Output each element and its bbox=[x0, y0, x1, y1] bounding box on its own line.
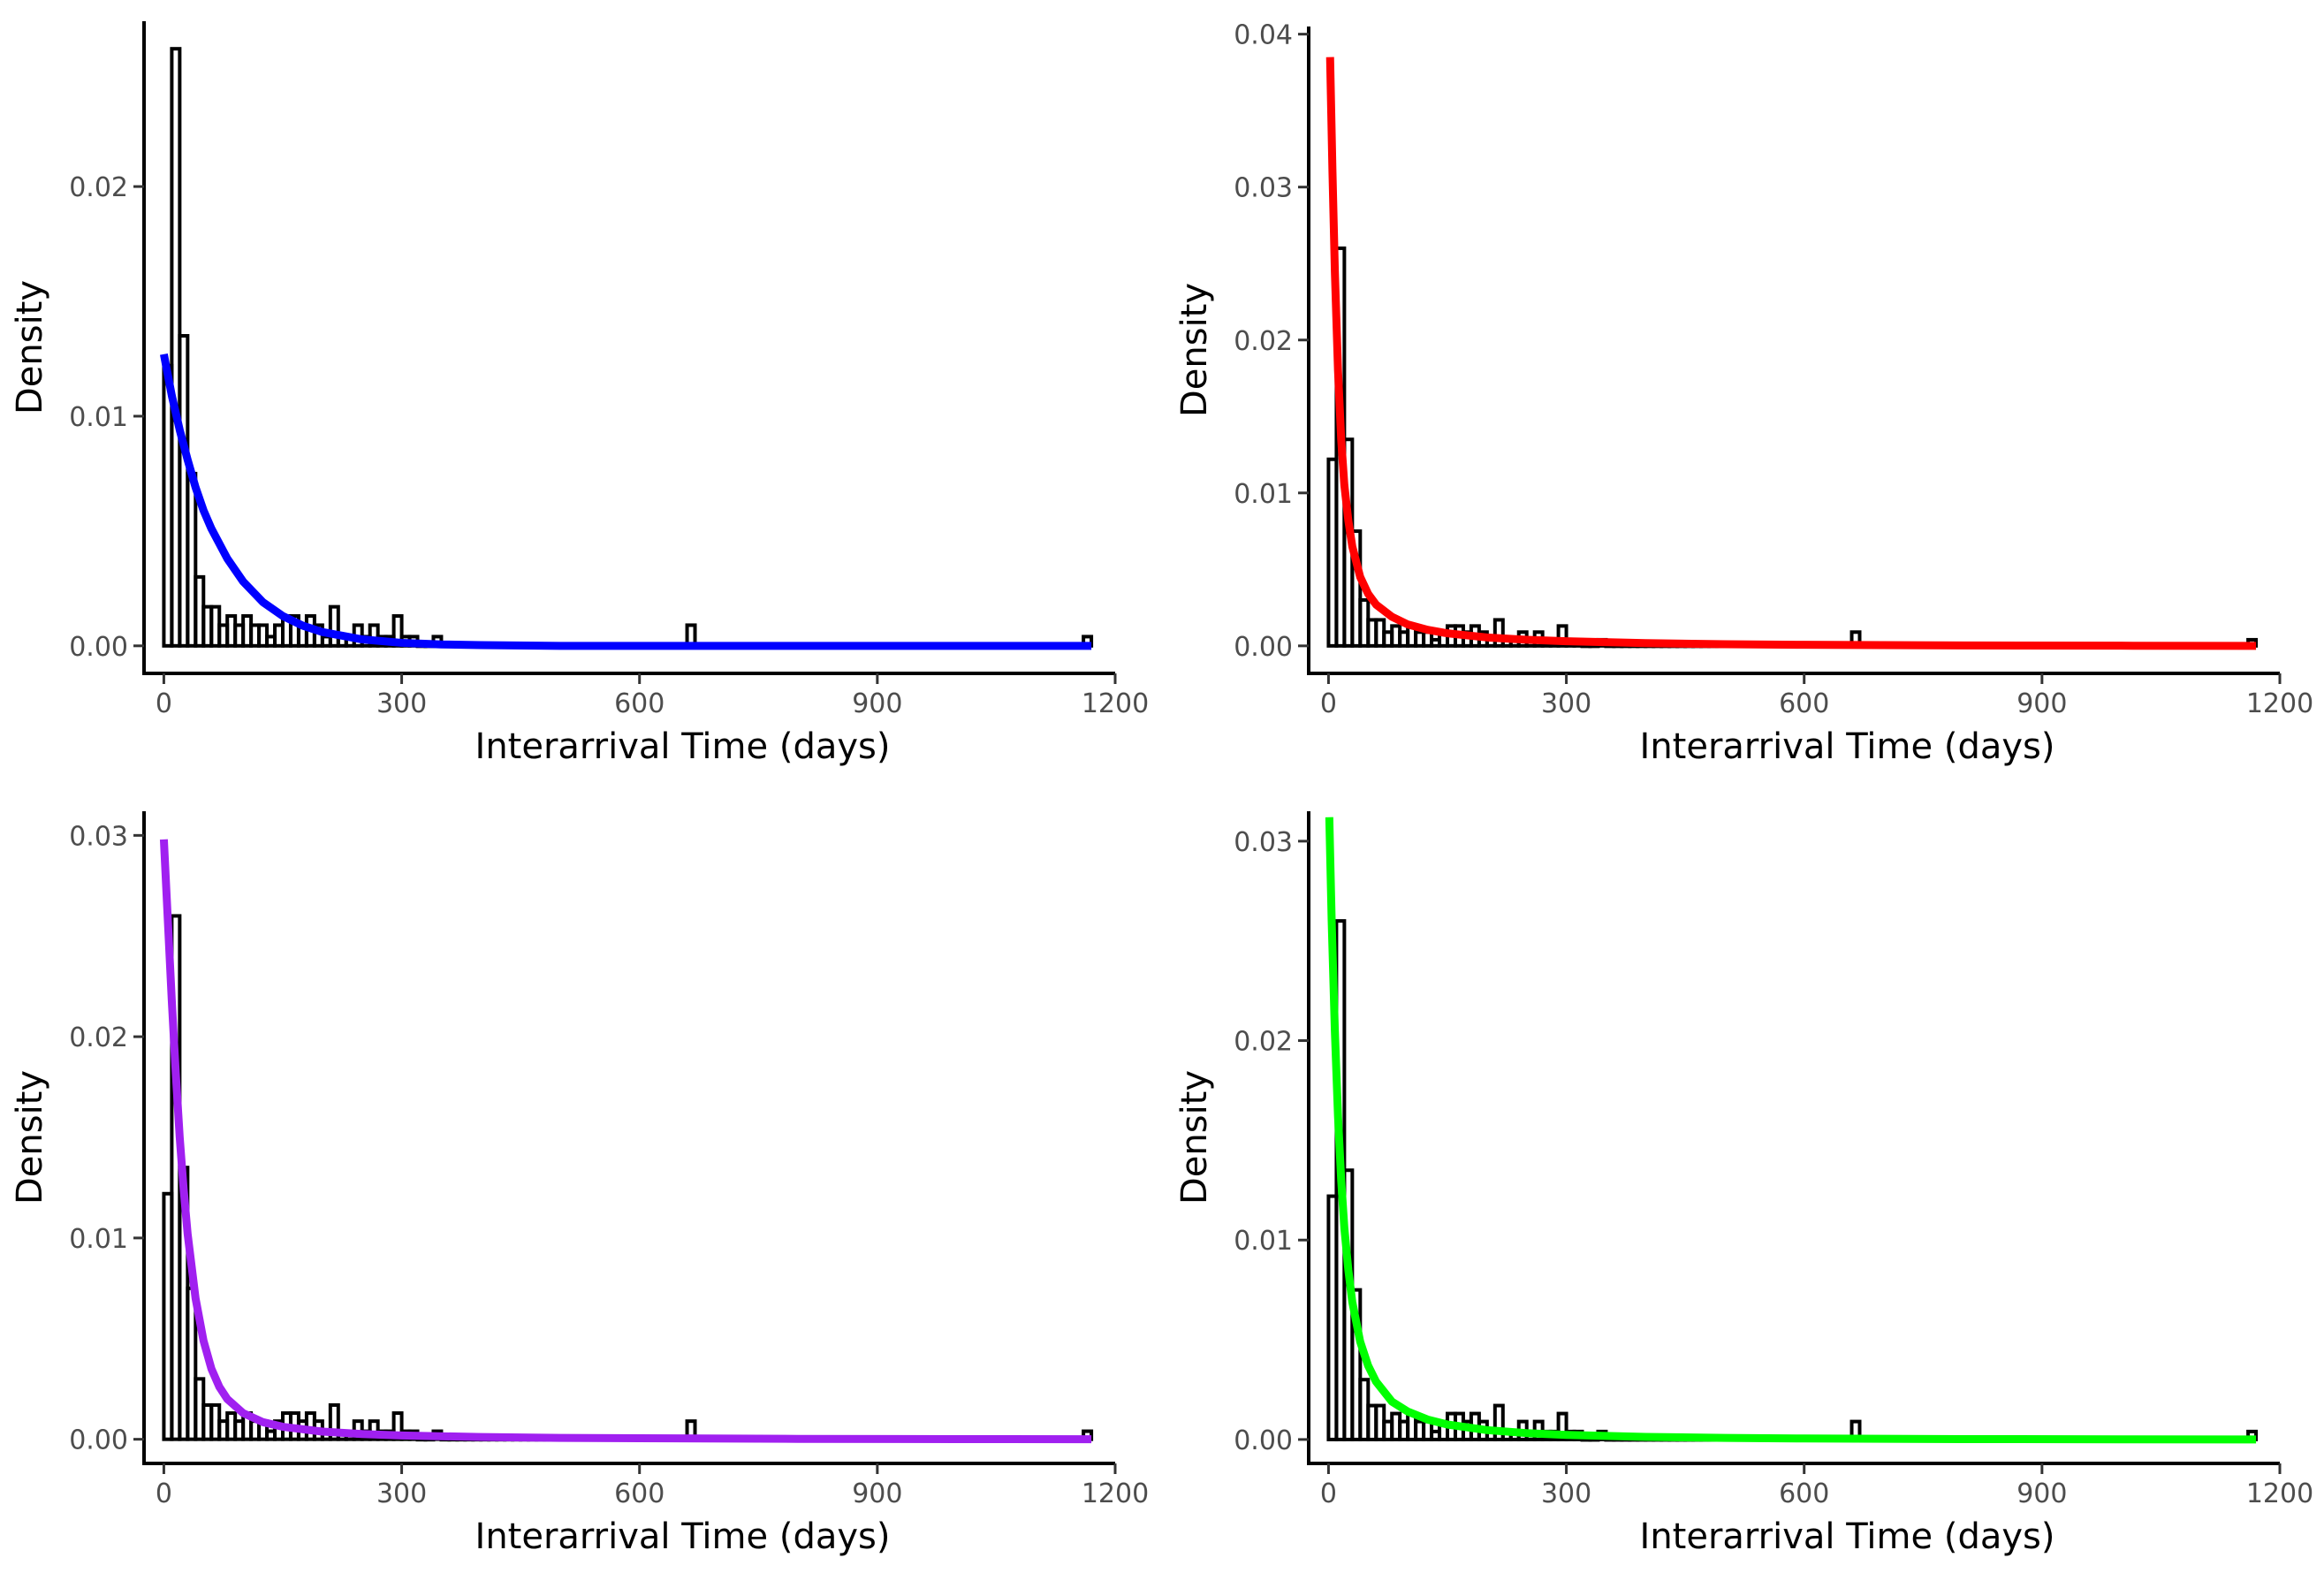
y-tick-label: 0.00 bbox=[1234, 1425, 1293, 1456]
x-tick-label: 600 bbox=[1779, 1478, 1829, 1509]
x-tick-label: 0 bbox=[156, 688, 172, 719]
panel-purple: 0.00 0.01 0.02 0.03 0 300 600 900 1200 Interarriv… bbox=[10, 811, 1149, 1557]
y-tick-label: 0.03 bbox=[1234, 827, 1293, 858]
x-tick-label: 300 bbox=[1541, 688, 1591, 719]
y-tick-label: 0.03 bbox=[69, 821, 128, 852]
y-tick-label: 0.00 bbox=[1234, 632, 1293, 663]
y-tick-label: 0.03 bbox=[1234, 173, 1293, 204]
x-tick-label: 1200 bbox=[2246, 1478, 2313, 1509]
x-tick-label: 1200 bbox=[1082, 688, 1149, 719]
histogram-bar bbox=[1492, 618, 1505, 648]
panel-red: 0.00 0.01 0.02 0.03 0.04 0 300 600 900 1200 Intera… bbox=[1174, 20, 2313, 767]
x-axis-title: Interarrival Time (days) bbox=[475, 726, 891, 767]
x-tick-label: 300 bbox=[1541, 1478, 1591, 1509]
y-tick-label: 0.01 bbox=[69, 402, 128, 433]
y-axis-title: Density bbox=[1174, 1070, 1215, 1204]
y-axis-title: Density bbox=[10, 1070, 50, 1204]
y-tick-label: 0.02 bbox=[1234, 1027, 1293, 1058]
y-axis-title: Density bbox=[1174, 283, 1215, 417]
panel-blue: 0.00 0.01 0.02 0 300 600 900 1200 Interarrival T… bbox=[10, 21, 1149, 767]
histogram-bar bbox=[328, 1402, 340, 1441]
x-tick-label: 600 bbox=[614, 688, 665, 719]
x-axis-title: Interarrival Time (days) bbox=[1640, 726, 2055, 767]
fitted-density-curve bbox=[1325, 57, 2257, 650]
histogram-bar bbox=[1556, 1411, 1568, 1441]
y-tick-label: 0.00 bbox=[69, 632, 128, 663]
x-tick-label: 0 bbox=[156, 1478, 172, 1509]
y-tick-label: 0.02 bbox=[1234, 326, 1293, 357]
histogram-bar bbox=[1556, 624, 1568, 648]
y-tick-label: 0.02 bbox=[69, 172, 128, 203]
x-tick-label: 300 bbox=[376, 1478, 427, 1509]
fitted-density-curve bbox=[159, 839, 1092, 1444]
fitted-density-curve bbox=[1325, 817, 2257, 1444]
x-tick-label: 1200 bbox=[1082, 1478, 1149, 1509]
x-axis-title: Interarrival Time (days) bbox=[475, 1516, 891, 1557]
histogram-bar bbox=[1350, 529, 1363, 648]
x-tick-label: 900 bbox=[2016, 688, 2067, 719]
histogram-bar bbox=[1350, 1288, 1363, 1441]
histogram-bar bbox=[328, 604, 340, 648]
y-axis-title: Density bbox=[10, 280, 50, 414]
y-tick-label: 0.04 bbox=[1234, 20, 1293, 51]
x-tick-label: 0 bbox=[1320, 688, 1337, 719]
histogram-bar bbox=[1492, 1403, 1505, 1441]
y-tick-label: 0.01 bbox=[69, 1224, 128, 1255]
x-tick-label: 1200 bbox=[2246, 688, 2313, 719]
y-tick-label: 0.01 bbox=[1234, 1226, 1293, 1257]
x-axis-title: Interarrival Time (days) bbox=[1640, 1516, 2055, 1557]
x-tick-label: 900 bbox=[852, 1478, 902, 1509]
y-tick-label: 0.00 bbox=[69, 1425, 128, 1456]
y-tick-label: 0.01 bbox=[1234, 479, 1293, 510]
x-tick-label: 900 bbox=[2016, 1478, 2067, 1509]
x-tick-label: 300 bbox=[376, 688, 427, 719]
x-tick-label: 0 bbox=[1320, 1478, 1337, 1509]
fitted-density-curve bbox=[160, 353, 1092, 650]
y-tick-label: 0.02 bbox=[69, 1022, 128, 1053]
x-tick-label: 900 bbox=[852, 688, 902, 719]
x-tick-label: 600 bbox=[614, 1478, 665, 1509]
x-tick-label: 600 bbox=[1779, 688, 1829, 719]
panel-green: 0.00 0.01 0.02 0.03 0 300 600 900 1200 Interarriv… bbox=[1174, 811, 2313, 1557]
